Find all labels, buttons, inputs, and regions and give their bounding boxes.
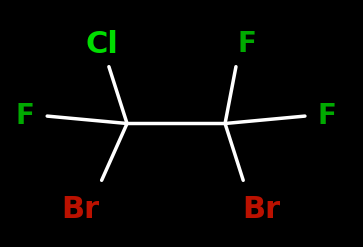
Text: Br: Br [242,195,281,225]
Text: F: F [317,102,336,130]
Text: Br: Br [61,195,99,225]
Text: F: F [16,102,35,130]
Text: Cl: Cl [85,30,118,59]
Text: F: F [237,30,256,59]
